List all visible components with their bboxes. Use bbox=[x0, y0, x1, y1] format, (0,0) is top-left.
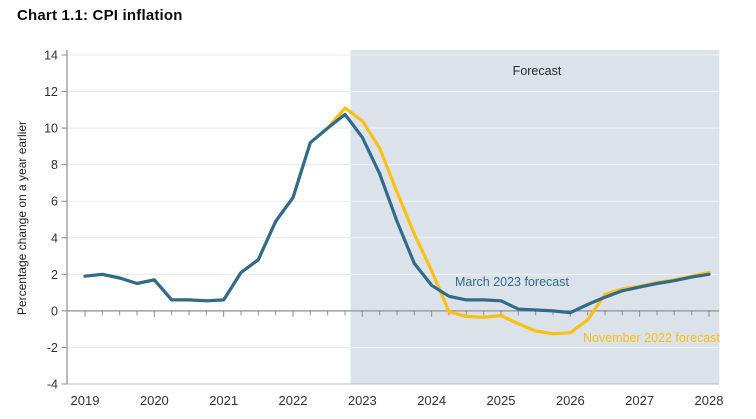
chart-title: Chart 1.1: CPI inflation bbox=[17, 7, 183, 24]
svg-text:2020: 2020 bbox=[140, 393, 169, 408]
svg-text:2028: 2028 bbox=[695, 393, 724, 408]
svg-text:-4: -4 bbox=[47, 378, 58, 392]
series-label-november-2022-forecast: November 2022 forecast bbox=[583, 331, 720, 345]
series-label-march-2023-forecast: March 2023 forecast bbox=[455, 275, 569, 289]
gridlines bbox=[67, 54, 719, 348]
svg-text:2023: 2023 bbox=[348, 393, 377, 408]
x-axis-labels: 2019 2020 2021 2022 2023 2024 2025 2026 2027 2028 bbox=[71, 393, 724, 408]
svg-text:12: 12 bbox=[44, 85, 58, 99]
svg-text:14: 14 bbox=[44, 49, 58, 63]
svg-text:2026: 2026 bbox=[556, 393, 585, 408]
svg-text:2024: 2024 bbox=[417, 393, 446, 408]
svg-text:4: 4 bbox=[51, 231, 58, 245]
svg-text:2019: 2019 bbox=[71, 393, 100, 408]
svg-text:2022: 2022 bbox=[279, 393, 308, 408]
svg-text:-2: -2 bbox=[47, 341, 58, 355]
svg-text:8: 8 bbox=[51, 158, 58, 172]
forecast-region-label: Forecast bbox=[512, 64, 562, 78]
forecast-band bbox=[350, 50, 720, 384]
svg-text:2: 2 bbox=[51, 268, 58, 282]
svg-text:0: 0 bbox=[51, 304, 58, 318]
x-axis bbox=[67, 310, 719, 317]
svg-text:2027: 2027 bbox=[625, 393, 654, 408]
svg-text:10: 10 bbox=[44, 122, 58, 136]
y-axis: 14 12 10 8 6 4 2 0 -2 -4 bbox=[44, 49, 68, 392]
svg-text:6: 6 bbox=[51, 195, 58, 209]
svg-text:2021: 2021 bbox=[209, 393, 238, 408]
svg-text:2025: 2025 bbox=[487, 393, 516, 408]
series-line-march-2023-forecast bbox=[83, 112, 711, 315]
